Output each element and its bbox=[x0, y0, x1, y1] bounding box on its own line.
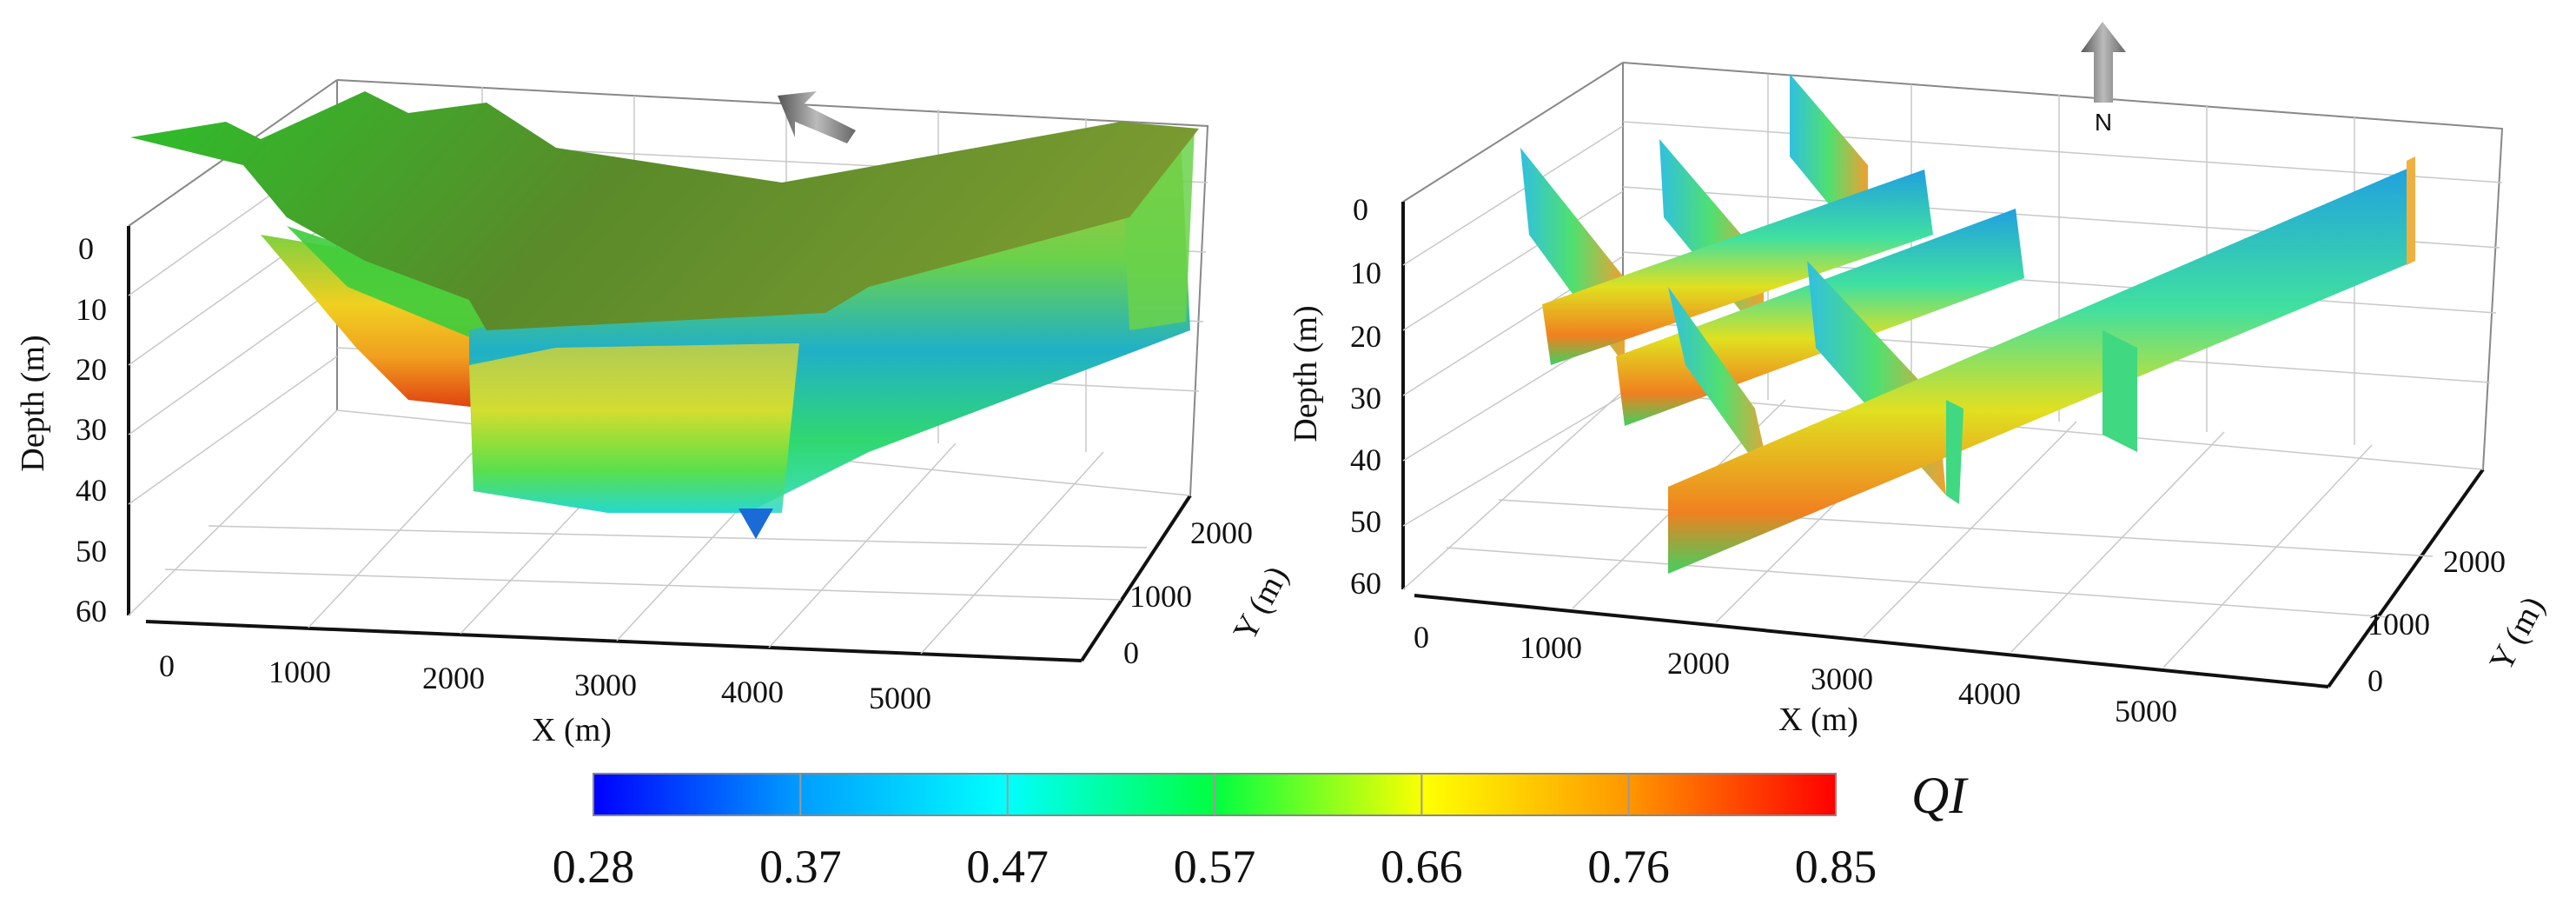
right-z-axis-label: Depth (m) bbox=[1288, 305, 1324, 442]
left-z-axis-label: Depth (m) bbox=[15, 335, 51, 471]
right-y-tick: 0 bbox=[2367, 663, 2383, 698]
left-y-axis-label: Y (m) bbox=[1227, 561, 1296, 648]
left-z-tick: 0 bbox=[78, 231, 94, 266]
left-x-tick: 0 bbox=[159, 648, 175, 683]
left-axes-box bbox=[127, 79, 1209, 662]
right-z-tick: 60 bbox=[1350, 566, 1381, 601]
left-z-tick: 50 bbox=[76, 534, 107, 569]
colorbar-tick-label: 0.37 bbox=[759, 841, 842, 893]
left-z-tick: 30 bbox=[76, 412, 107, 447]
left-x-tick: 5000 bbox=[869, 681, 931, 715]
left-y-tick: 1000 bbox=[1129, 579, 1192, 614]
right-z-tick: 20 bbox=[1350, 319, 1381, 354]
left-z-tick: 40 bbox=[76, 473, 107, 508]
right-axes-box bbox=[1401, 62, 2504, 688]
right-y-tick: 2000 bbox=[2443, 544, 2506, 579]
right-qi-slices bbox=[1520, 74, 2415, 574]
left-x-tick: 4000 bbox=[721, 675, 784, 709]
right-north-label: N bbox=[2095, 109, 2112, 136]
left-x-axis-label: X (m) bbox=[532, 712, 612, 748]
left-3d-panel: 0 10 20 30 40 50 60 Depth (m) 0 1000 200… bbox=[15, 79, 1296, 748]
right-z-ticks: 0 10 20 30 40 50 60 bbox=[1350, 192, 1381, 601]
right-y-tick: 1000 bbox=[2367, 607, 2430, 642]
left-x-tick: 1000 bbox=[268, 655, 331, 689]
left-z-tick: 60 bbox=[76, 594, 107, 628]
colorbar-ticks: 0.28 0.37 0.47 0.57 0.66 0.76 0.85 bbox=[553, 841, 1877, 893]
right-z-tick: 40 bbox=[1350, 442, 1381, 477]
colorbar-tick-label: 0.28 bbox=[553, 841, 635, 893]
right-x-tick: 4000 bbox=[1958, 676, 2021, 711]
left-north-arrow-icon bbox=[778, 91, 856, 143]
left-x-tick: 3000 bbox=[574, 668, 637, 702]
right-x-tick: 0 bbox=[1414, 620, 1429, 655]
colorbar-tick-label: 0.66 bbox=[1381, 841, 1463, 893]
left-x-tick: 2000 bbox=[422, 661, 485, 695]
left-y-tick: 2000 bbox=[1190, 515, 1253, 550]
colorbar-tick-label: 0.47 bbox=[966, 841, 1049, 893]
colorbar-label: QI bbox=[1911, 767, 1969, 824]
colorbar-tick-label: 0.76 bbox=[1587, 841, 1670, 893]
right-z-tick: 10 bbox=[1350, 256, 1381, 290]
colorbar-dividers bbox=[799, 774, 1630, 815]
left-x-ticks: 0 1000 2000 3000 4000 5000 bbox=[159, 648, 931, 715]
left-qi-volume bbox=[130, 91, 1199, 539]
right-z-tick: 0 bbox=[1353, 192, 1368, 227]
right-y-axis-label: Y (m) bbox=[2483, 591, 2553, 678]
right-x-tick: 2000 bbox=[1667, 646, 1730, 681]
left-y-tick: 0 bbox=[1123, 635, 1139, 670]
left-z-tick: 10 bbox=[76, 292, 107, 327]
right-y-ticks: 0 1000 2000 bbox=[2367, 544, 2506, 698]
right-x-tick: 5000 bbox=[2115, 694, 2177, 728]
right-z-tick: 50 bbox=[1350, 504, 1381, 539]
right-3d-panel: N 0 10 20 30 40 50 60 Depth (m) 0 1000 2… bbox=[1288, 22, 2552, 738]
right-x-tick: 3000 bbox=[1811, 662, 1873, 696]
right-north-arrow-icon: N bbox=[2081, 22, 2126, 136]
right-z-tick: 30 bbox=[1350, 381, 1381, 416]
left-y-ticks: 0 1000 2000 bbox=[1123, 515, 1253, 670]
right-x-tick: 1000 bbox=[1520, 630, 1582, 665]
colorbar-tick-label: 0.57 bbox=[1174, 841, 1256, 893]
colorbar: 0.28 0.37 0.47 0.57 0.66 0.76 0.85 QI bbox=[553, 767, 1970, 893]
left-z-tick: 20 bbox=[76, 352, 107, 387]
colorbar-tick-label: 0.85 bbox=[1795, 841, 1877, 893]
right-x-axis-label: X (m) bbox=[1778, 702, 1858, 738]
right-x-ticks: 0 1000 2000 3000 4000 5000 bbox=[1414, 620, 2177, 728]
left-z-ticks: 0 10 20 30 40 50 60 bbox=[76, 231, 107, 628]
